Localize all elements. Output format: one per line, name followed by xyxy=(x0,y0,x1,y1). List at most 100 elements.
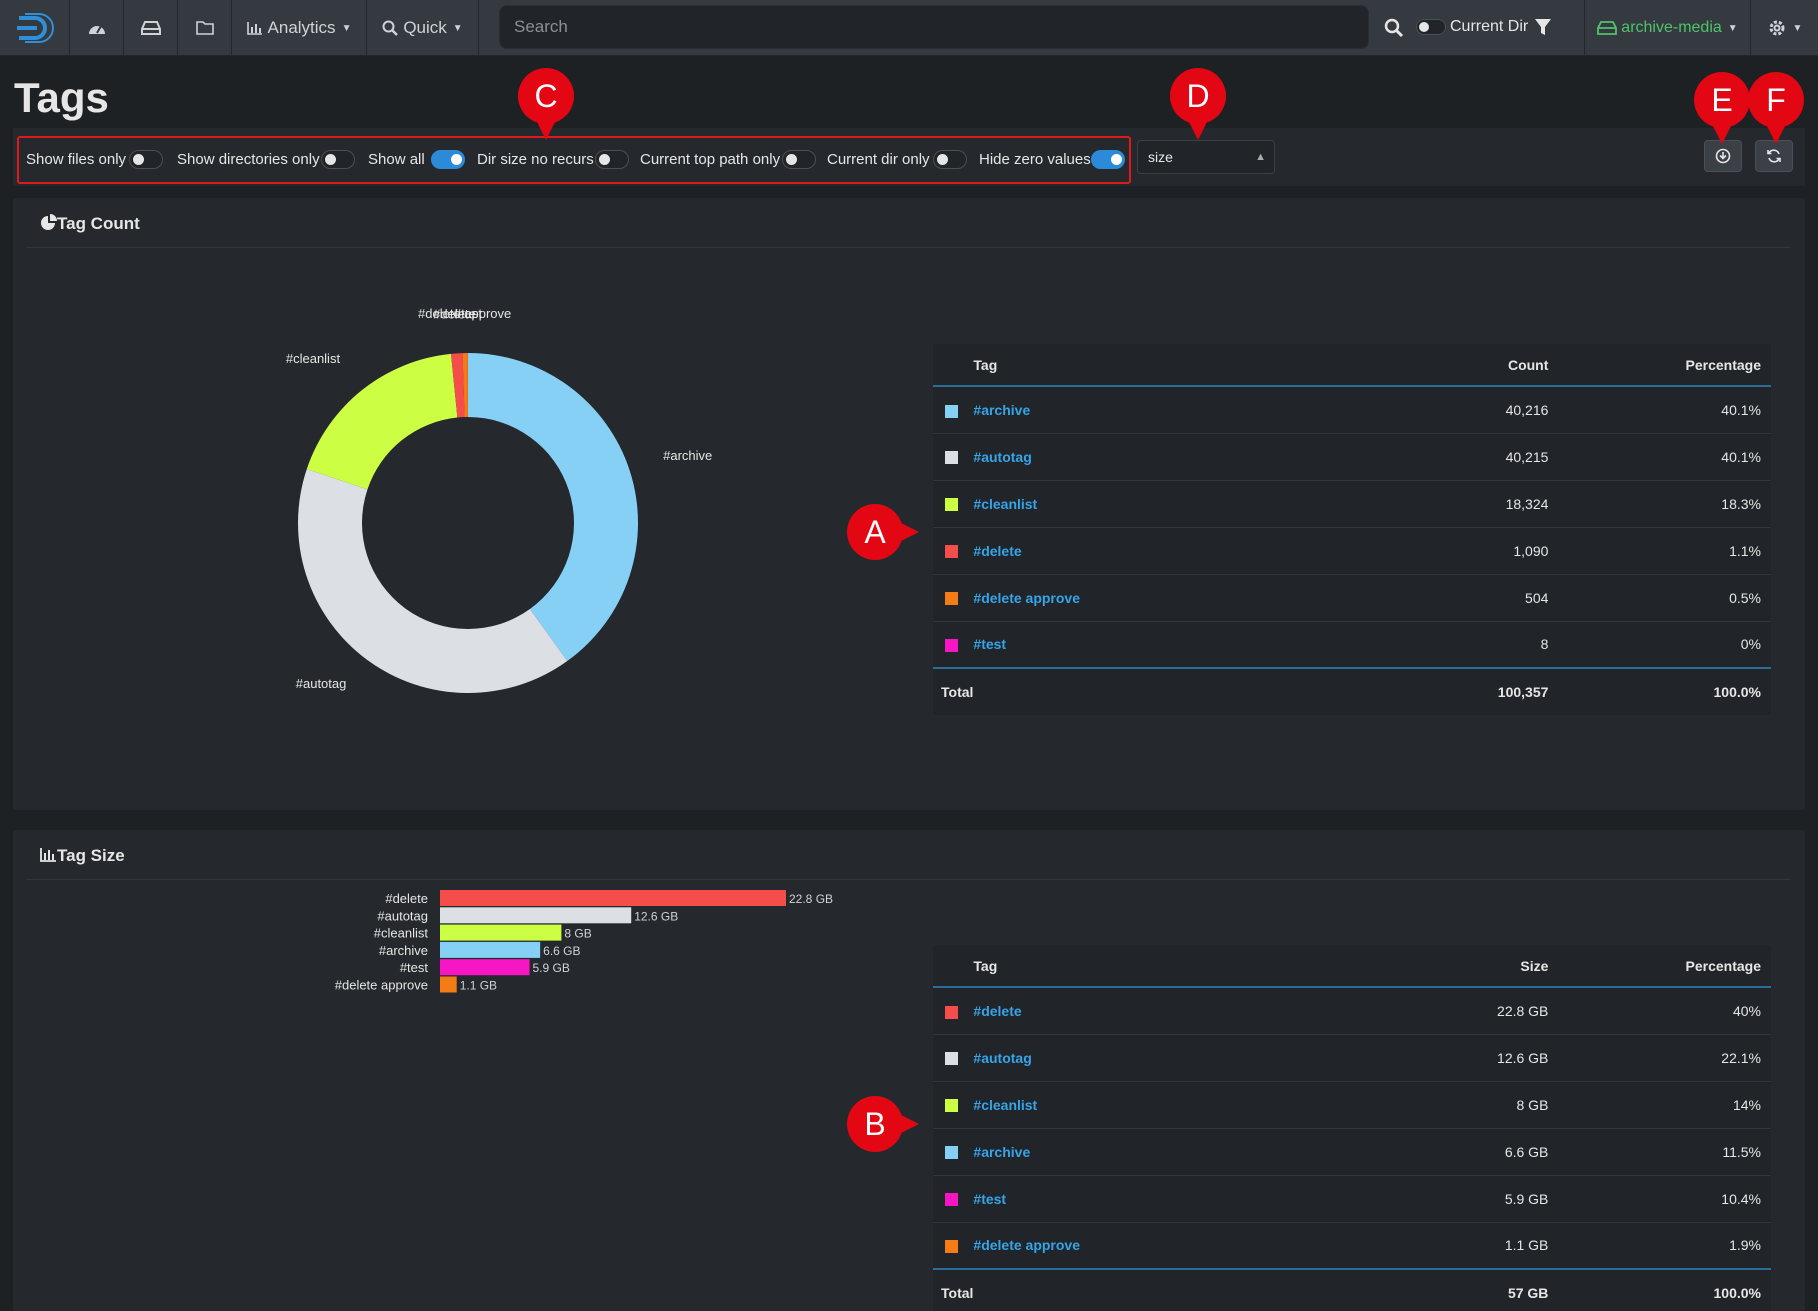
bar-test xyxy=(440,959,530,976)
table-header-row: Tag Size Percentage xyxy=(933,945,1771,988)
filter-icon[interactable] xyxy=(1533,16,1553,38)
table-row: #archive 6.6 GB 11.5% xyxy=(933,1128,1771,1176)
tag-link[interactable]: #autotag xyxy=(973,1049,1032,1066)
bar-value-test: 5.9 GB xyxy=(533,961,570,975)
donut-slice-archive xyxy=(468,353,638,661)
tag-size-table: Tag Size Percentage #delete 22.8 GB 40% #au… xyxy=(933,945,1771,1311)
show-directories-only-label: Show directories only xyxy=(177,151,320,168)
tag-link[interactable]: #cleanlist xyxy=(973,1096,1038,1113)
legend-swatch xyxy=(945,592,958,606)
column-header-count: Count xyxy=(1323,344,1549,387)
bar-category-cleanlist: #cleanlist xyxy=(374,926,429,941)
callout-marker-d: D xyxy=(1170,68,1226,140)
total-percentage: 100.0% xyxy=(1548,1268,1771,1311)
size-cell: 22.8 GB xyxy=(1323,987,1549,1035)
bar-category-archive: #archive xyxy=(379,943,428,958)
legend-swatch xyxy=(945,1240,958,1254)
hide-zero-values-toggle[interactable] xyxy=(1091,150,1125,169)
search-input[interactable]: Search xyxy=(499,5,1369,49)
column-header-tag: Tag xyxy=(973,344,1324,387)
size-cell: 12.6 GB xyxy=(1323,1034,1549,1082)
gear-icon xyxy=(1769,20,1785,36)
bar-value-delete-approve: 1.1 GB xyxy=(460,979,497,993)
sort-by-select[interactable]: size ▲ xyxy=(1137,140,1275,174)
tag-link[interactable]: #test xyxy=(973,1190,1007,1207)
tag-link[interactable]: #test xyxy=(973,636,1007,653)
total-size: 57 GB xyxy=(1323,1268,1549,1311)
tag-link[interactable]: #archive xyxy=(973,401,1031,418)
tag-link[interactable]: #delete approve xyxy=(973,589,1081,606)
legend-swatch xyxy=(945,639,958,653)
show-files-only-toggle[interactable] xyxy=(129,150,163,169)
column-header-percentage: Percentage xyxy=(1548,344,1771,387)
table-total-row: Total 100,357 100.0% xyxy=(933,667,1771,715)
dir-size-no-recurs-toggle[interactable] xyxy=(595,150,629,169)
tag-link[interactable]: #archive xyxy=(973,1143,1031,1160)
table-header-row: Tag Count Percentage xyxy=(933,344,1771,387)
index-selector[interactable]: archive-media ▼ xyxy=(1584,0,1751,56)
refresh-icon xyxy=(1767,149,1781,163)
callout-marker-e: E xyxy=(1694,72,1750,144)
legend-swatch xyxy=(945,404,958,418)
app-logo[interactable] xyxy=(0,0,70,56)
show-all-toggle[interactable] xyxy=(431,150,465,169)
bar-value-cleanlist: 8 GB xyxy=(564,927,591,941)
legend-swatch xyxy=(945,1052,958,1066)
donut-label-archive: #archive xyxy=(663,448,712,463)
refresh-button[interactable] xyxy=(1755,140,1793,172)
current-dir-only-toggle[interactable] xyxy=(933,150,967,169)
quick-search-menu[interactable]: Quick ▼ xyxy=(367,0,479,56)
column-header-tag: Tag xyxy=(973,945,1324,988)
tag-link[interactable]: #cleanlist xyxy=(973,495,1038,512)
analytics-menu[interactable]: Analytics ▼ xyxy=(232,0,367,56)
tag-link[interactable]: #delete approve xyxy=(973,1237,1081,1254)
current-dir-toggle[interactable] xyxy=(1416,19,1446,35)
table-row: #delete approve 504 0.5% xyxy=(933,574,1771,622)
download-button[interactable] xyxy=(1704,140,1742,172)
percentage-cell: 0.5% xyxy=(1548,574,1771,622)
tag-link[interactable]: #delete xyxy=(973,1002,1022,1019)
total-count: 100,357 xyxy=(1323,667,1549,715)
percentage-cell: 1.9% xyxy=(1548,1222,1771,1270)
storage-button[interactable] xyxy=(124,0,178,56)
total-label: Total xyxy=(933,1268,974,1311)
count-cell: 40,216 xyxy=(1323,386,1549,434)
show-files-only-label: Show files only xyxy=(26,151,127,168)
size-cell: 8 GB xyxy=(1323,1081,1549,1129)
dashboard-button[interactable] xyxy=(70,0,124,56)
settings-menu[interactable]: ▼ xyxy=(1751,0,1818,56)
file-browser-button[interactable] xyxy=(178,0,232,56)
tag-count-donut-chart: #archive #autotag #cleanlist #delete#delete… xyxy=(286,306,712,693)
callout-marker-f: F xyxy=(1748,72,1804,144)
legend-swatch xyxy=(945,1193,958,1207)
sort-by-value: size xyxy=(1148,149,1173,165)
bar-category-autotag: #autotag xyxy=(377,908,428,923)
top-navbar: Analytics ▼ Quick ▼ Search Current Dir a… xyxy=(0,0,1818,56)
count-cell: 1,090 xyxy=(1323,527,1549,575)
current-top-path-only-toggle[interactable] xyxy=(782,150,816,169)
show-directories-only-toggle[interactable] xyxy=(321,150,355,169)
bar-chart-icon xyxy=(40,848,56,862)
table-row: #test 5.9 GB 10.4% xyxy=(933,1175,1771,1223)
table-row: #cleanlist 8 GB 14% xyxy=(933,1081,1771,1129)
folder-icon xyxy=(195,21,214,35)
caret-down-icon: ▼ xyxy=(341,22,352,34)
percentage-cell: 1.1% xyxy=(1548,527,1771,575)
quick-label: Quick xyxy=(403,18,447,37)
tag-count-title: Tag Count xyxy=(57,214,140,233)
percentage-cell: 40% xyxy=(1548,987,1771,1035)
tag-link[interactable]: #autotag xyxy=(973,448,1032,465)
page-title: Tags xyxy=(14,74,109,121)
donut-slice-delete-approve xyxy=(462,353,468,418)
search-icon[interactable] xyxy=(1382,16,1406,40)
table-row: #delete 22.8 GB 40% xyxy=(933,987,1771,1035)
percentage-cell: 10.4% xyxy=(1548,1175,1771,1223)
percentage-cell: 11.5% xyxy=(1548,1128,1771,1176)
count-cell: 40,215 xyxy=(1323,433,1549,481)
tag-count-header: Tag Count xyxy=(27,198,1791,248)
percentage-cell: 40.1% xyxy=(1548,386,1771,434)
donut-label-test: #test xyxy=(454,306,483,321)
show-all-label: Show all xyxy=(368,151,425,168)
download-icon xyxy=(1715,148,1731,164)
tag-link[interactable]: #delete xyxy=(973,542,1022,559)
